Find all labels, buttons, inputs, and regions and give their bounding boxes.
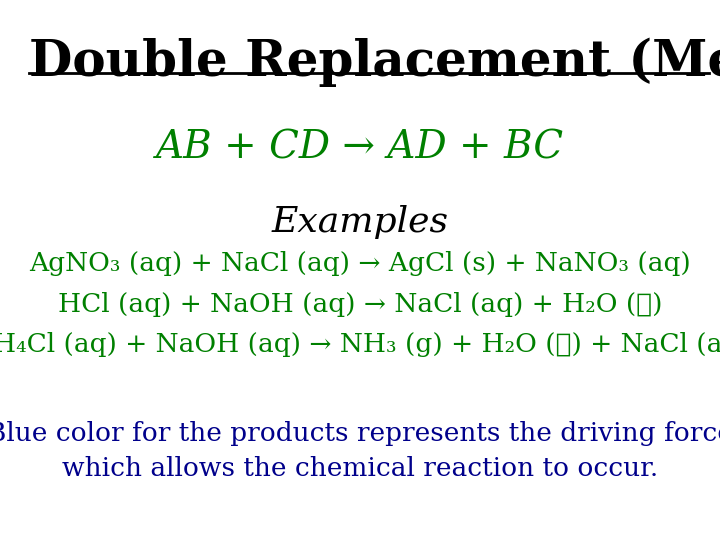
Text: NH₄Cl (aq) + NaOH (aq) → NH₃ (g) + H₂O (ℓ) + NaCl (aq): NH₄Cl (aq) + NaOH (aq) → NH₃ (g) + H₂O (… [0, 332, 720, 357]
Text: which allows the chemical reaction to occur.: which allows the chemical reaction to oc… [62, 456, 658, 481]
Text: AgNO₃ (aq) + NaCl (aq) → AgCl (s) + NaNO₃ (aq): AgNO₃ (aq) + NaCl (aq) → AgCl (s) + NaNO… [29, 251, 691, 276]
Text: Blue color for the products represents the driving force: Blue color for the products represents t… [0, 421, 720, 446]
Text: HCl (aq) + NaOH (aq) → NaCl (aq) + H₂O (ℓ): HCl (aq) + NaOH (aq) → NaCl (aq) + H₂O (… [58, 292, 662, 316]
Text: AB + CD → AD + BC: AB + CD → AD + BC [156, 130, 564, 167]
Text: Examples: Examples [271, 205, 449, 239]
Text: Double Replacement (Metathesis): Double Replacement (Metathesis) [29, 38, 720, 87]
